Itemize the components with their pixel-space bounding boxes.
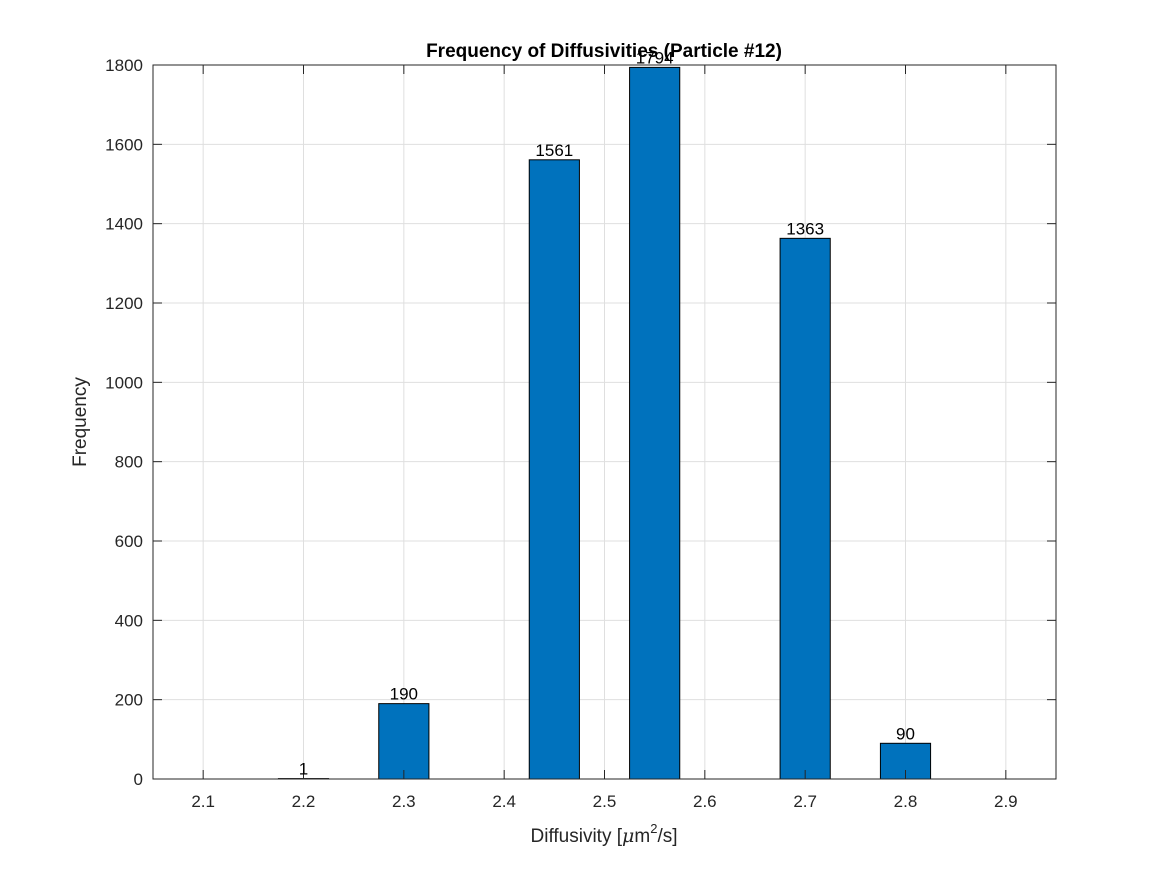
data-labels: 1 190 1561 1794 1363 90 (299, 48, 915, 778)
bar-value-label: 190 (390, 685, 418, 704)
x-axis-label-unit: m (634, 826, 650, 847)
y-tick-label: 1000 (105, 373, 143, 392)
y-tick-label: 0 (134, 770, 143, 789)
x-tick-label: 2.3 (392, 792, 416, 811)
y-tick-label: 200 (115, 691, 143, 710)
x-axis-label-suffix: /s] (657, 826, 677, 847)
bar-value-label: 90 (896, 724, 915, 743)
chart-title: Frequency of Diffusivities (Particle #12… (426, 41, 782, 62)
x-tick-label: 2.1 (191, 792, 215, 811)
y-tick-label: 1800 (105, 56, 143, 75)
bar-value-label: 1 (299, 760, 308, 779)
x-tick-label: 2.5 (593, 792, 617, 811)
histogram-bar (629, 66, 681, 780)
x-tick-label: 2.4 (492, 792, 516, 811)
x-axis-label-mu: μ (622, 825, 634, 847)
histogram-bar (528, 159, 580, 780)
y-tick-label: 1600 (105, 135, 143, 154)
y-tick-label: 1400 (105, 215, 143, 234)
x-axis-label-prefix: Diffusivity [ (531, 826, 623, 847)
x-axis-label: Diffusivity [μm2/s] (531, 821, 678, 847)
x-tick-label: 2.8 (894, 792, 918, 811)
y-tick-label: 800 (115, 453, 143, 472)
y-axis-label: Frequency (70, 377, 91, 467)
bar-value-label: 1561 (535, 141, 573, 160)
ticks: 0 200 400 600 800 1000 1200 1400 1600 1800 2.1 2.2 2… (105, 56, 1056, 811)
x-tick-label: 2.2 (292, 792, 316, 811)
bar-value-label: 1794 (636, 48, 674, 67)
x-tick-label: 2.7 (793, 792, 817, 811)
bars (277, 66, 932, 780)
x-axis-label-exponent: 2 (650, 821, 657, 836)
x-tick-label: 2.6 (693, 792, 717, 811)
x-tick-label: 2.9 (994, 792, 1018, 811)
y-tick-label: 1200 (105, 294, 143, 313)
histogram-bar (378, 703, 430, 780)
y-tick-label: 600 (115, 532, 143, 551)
y-tick-label: 400 (115, 611, 143, 630)
bar-value-label: 1363 (786, 219, 824, 238)
histogram-bar (779, 237, 831, 780)
